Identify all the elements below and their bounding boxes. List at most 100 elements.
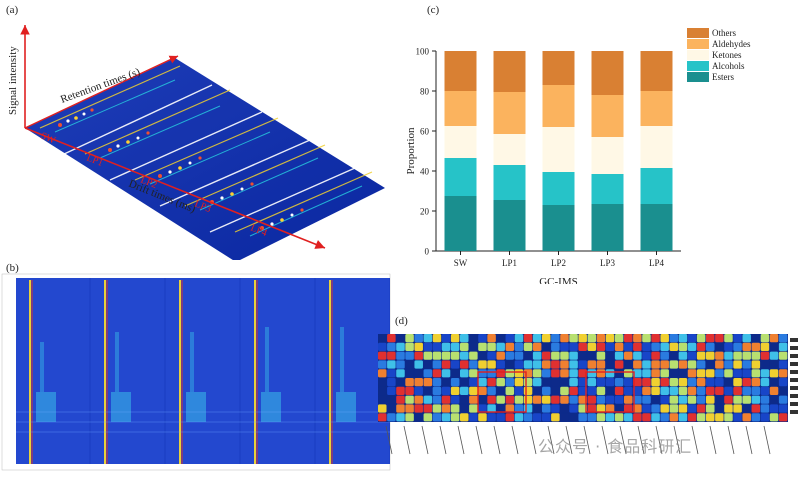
spectra-plane: [25, 58, 385, 260]
heatmap-cell: [569, 404, 578, 413]
heatmap-cell: [596, 342, 606, 351]
heatmap-cell: [742, 386, 751, 395]
heatmap-highlight-boxes: [477, 371, 635, 413]
heatmap-cell: [660, 413, 669, 422]
heatmap-cell: [678, 413, 688, 422]
heatmap-cell: [651, 369, 660, 378]
heatmap-cell: [596, 395, 606, 404]
heatmap-cell: [396, 342, 405, 351]
heatmap-cell: [660, 342, 669, 351]
heatmap-cell: [487, 378, 496, 387]
heatmap-cell: [696, 369, 706, 378]
heatmap-cell: [514, 386, 524, 395]
heatmap-cell: [687, 342, 697, 351]
heatmap-cell: [578, 378, 587, 387]
heatmap-cell: [460, 378, 469, 387]
legend-swatch-aldehydes: [687, 39, 709, 49]
heatmap-cell: [487, 351, 496, 360]
heatmap-cell: [478, 386, 487, 395]
heatmap-cell: [687, 378, 697, 387]
heatmap-cell: [414, 360, 423, 369]
heatmap-cell: [578, 360, 587, 369]
heatmap-cell: [769, 334, 779, 343]
heatmap-cell: [532, 386, 542, 395]
bar-esters-lp4: [640, 204, 673, 251]
heatmap-cell: [387, 386, 396, 395]
heatmap-cell: [450, 351, 460, 360]
heatmap-cell: [569, 342, 578, 351]
heatmap-cell: [660, 369, 669, 378]
heatmap-cell: [596, 351, 606, 360]
heatmap-cell: [633, 342, 642, 351]
heatmap-cell: [432, 360, 442, 369]
heatmap-cell: [733, 342, 742, 351]
drift-axis: [24, 127, 326, 249]
heatmap-cell: [687, 413, 697, 422]
heatmap-cell: [523, 342, 533, 351]
heatmap-cell: [396, 395, 405, 404]
heatmap-cell: [496, 369, 505, 378]
heatmap-cell: [450, 360, 460, 369]
heatmap-cell: [624, 386, 633, 395]
heatmap-cell: [578, 351, 587, 360]
heatmap-cell: [587, 395, 597, 404]
heatmap-cell: [706, 404, 715, 413]
separator-line: [61, 84, 213, 156]
heatmap-cell: [405, 378, 414, 387]
heatmap-cell: [387, 342, 396, 351]
heatmap-cell: [724, 360, 733, 369]
heatmap-cell: [505, 395, 515, 404]
heatmap-cell: [396, 378, 405, 387]
heatmap-cell: [587, 360, 597, 369]
heatmap-cell: [605, 395, 615, 404]
heatmap-cell: [423, 360, 433, 369]
heatmap-cell: [469, 351, 478, 360]
heatmap-cell: [696, 386, 706, 395]
heatmap-cell: [751, 334, 761, 343]
heatmap-cell: [478, 360, 487, 369]
heatmap-cell: [669, 334, 679, 343]
heatmap-cell: [460, 342, 469, 351]
heatmap-cell: [651, 360, 660, 369]
heatmap-cell: [405, 360, 414, 369]
heatmap-cell: [678, 369, 688, 378]
heatmap-cell: [478, 404, 487, 413]
heatmap-cell: [778, 334, 788, 343]
heatmap-cell: [514, 395, 524, 404]
heatmap-cell: [733, 413, 742, 422]
heatmap-cell: [769, 413, 779, 422]
heatmap-cell: [778, 404, 788, 413]
heatmap-cell: [505, 351, 515, 360]
heatmap-cell: [514, 378, 524, 387]
heatmap-cell: [642, 351, 651, 360]
heatmap-cell: [551, 395, 560, 404]
panel-label-d: (d): [395, 315, 408, 327]
heatmap-cell: [596, 378, 606, 387]
x-tick-label: LP1: [502, 258, 517, 268]
spectra-noise-bands: [16, 411, 390, 433]
heatmap-cell: [450, 342, 460, 351]
heatmap-row-labels: [790, 338, 798, 414]
y-tick-label: 80: [420, 87, 430, 97]
heatmap-cell: [678, 378, 688, 387]
heatmap-cell: [687, 334, 697, 343]
heatmap-cell: [687, 404, 697, 413]
heatmap-cell: [405, 351, 414, 360]
heatmap-cell: [514, 413, 524, 422]
heatmap-cell: [651, 351, 660, 360]
bar-ketones-lp1: [493, 134, 526, 165]
heatmap-cell: [669, 386, 679, 395]
heatmap-cell: [441, 360, 451, 369]
heatmap-cell: [460, 334, 469, 343]
heatmap-cell: [396, 404, 405, 413]
retention-axis: [24, 55, 179, 129]
heatmap-cell: [614, 369, 624, 378]
heatmap-cell: [669, 404, 679, 413]
heatmap-cell: [569, 413, 578, 422]
heatmap-cell: [496, 395, 505, 404]
heatmap-cell: [742, 342, 751, 351]
heatmap-cell: [551, 386, 560, 395]
heatmap-cell: [523, 351, 533, 360]
heatmap-cell: [742, 395, 751, 404]
heatmap-cell: [614, 360, 624, 369]
